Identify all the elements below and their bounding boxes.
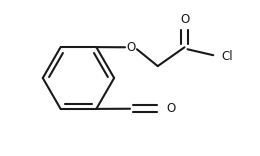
Text: Cl: Cl [221, 50, 233, 63]
Text: O: O [167, 102, 176, 115]
Text: O: O [180, 13, 189, 26]
Text: O: O [126, 41, 136, 54]
